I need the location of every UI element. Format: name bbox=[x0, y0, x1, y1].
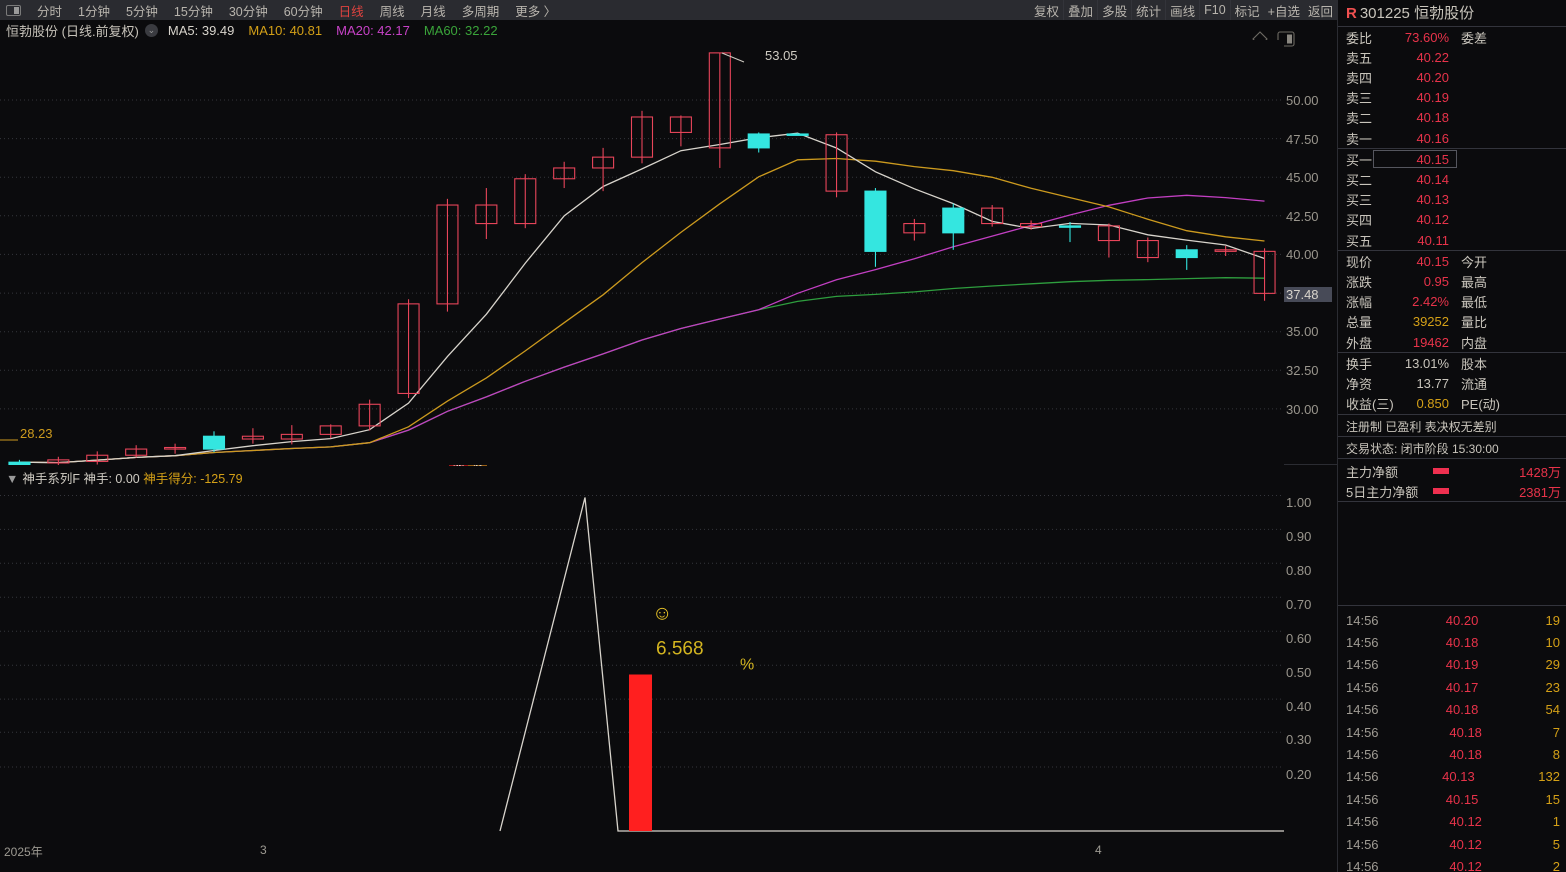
svg-text:☺: ☺ bbox=[652, 603, 672, 625]
svg-text:6.568: 6.568 bbox=[656, 639, 704, 660]
svg-text:53.05: 53.05 bbox=[765, 48, 798, 63]
svg-text:%: % bbox=[740, 657, 754, 674]
svg-text:28.23: 28.23 bbox=[20, 426, 53, 441]
